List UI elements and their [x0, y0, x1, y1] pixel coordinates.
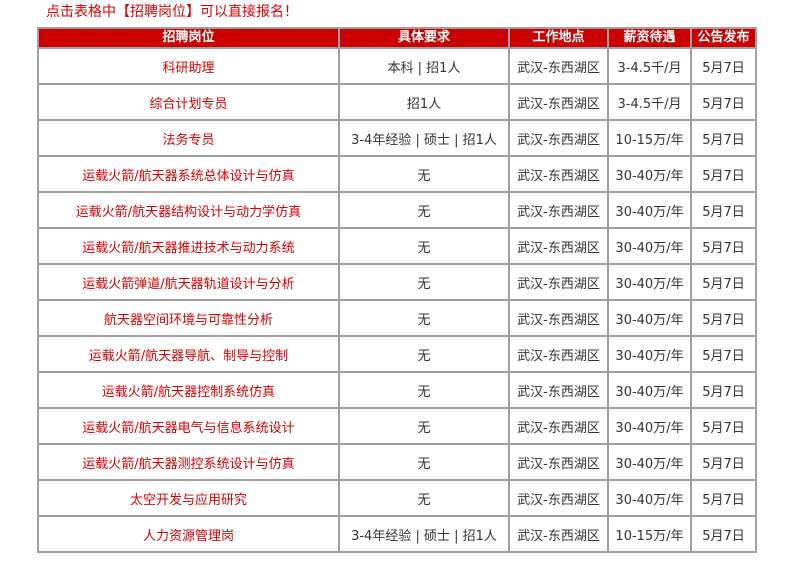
requirements-cell: 3-4年经验 | 硕士 | 招1人 [338, 515, 510, 553]
date-cell: 5月7日 [690, 227, 757, 265]
position-link[interactable]: 航天器空间环境与可靠性分析 [37, 299, 340, 337]
location-cell: 武汉-东西湖区 [508, 191, 609, 229]
salary-cell: 30-40万/年 [607, 335, 692, 373]
header-requirements: 具体要求 [338, 27, 510, 49]
requirements-cell: 无 [338, 155, 510, 193]
location-cell: 武汉-东西湖区 [508, 443, 609, 481]
table-row: 运载火箭/航天器电气与信息系统设计无武汉-东西湖区 30-40万/年 5月7日 [37, 407, 757, 445]
location-cell: 武汉-东西湖区 [508, 371, 609, 409]
location-cell: 武汉-东西湖区 [508, 263, 609, 301]
table-row: 人力资源管理岗 3-4年经验 | 硕士 | 招1人 武汉-东西湖区 10-15万/年 5… [37, 515, 757, 553]
table-row: 运载火箭/航天器控制系统仿真无武汉-东西湖区 30-40万/年 5月7日 [37, 371, 757, 409]
table-row: 太空开发与应用研究无武汉-东西湖区 30-40万/年 5月7日 [37, 479, 757, 517]
location-cell: 武汉-东西湖区 [508, 299, 609, 337]
table-row: 科研助理 本科 | 招1人 武汉-东西湖区 3-4.5千/月 5月7日 [37, 47, 757, 85]
requirements-cell: 招1人 [338, 83, 510, 121]
requirements-cell: 无 [338, 227, 510, 265]
requirements-cell: 无 [338, 335, 510, 373]
location-cell: 武汉-东西湖区 [508, 227, 609, 265]
position-link[interactable]: 法务专员 [37, 119, 340, 157]
table-row: 运载火箭/航天器测控系统设计与仿真无武汉-东西湖区 30-40万/年 5月7日 [37, 443, 757, 481]
position-link[interactable]: 运载火箭/航天器推进技术与动力系统 [37, 227, 340, 265]
requirements-cell: 无 [338, 191, 510, 229]
position-link[interactable]: 运载火箭/航天器电气与信息系统设计 [37, 407, 340, 445]
position-link[interactable]: 运载火箭/航天器结构设计与动力学仿真 [37, 191, 340, 229]
date-cell: 5月7日 [690, 47, 757, 85]
position-link[interactable]: 人力资源管理岗 [37, 515, 340, 553]
location-cell: 武汉-东西湖区 [508, 479, 609, 517]
salary-cell: 30-40万/年 [607, 263, 692, 301]
job-table: 招聘岗位 具体要求 工作地点 薪资待遇 公告发布 科研助理 本科 | 招1人 武汉-东西湖区… [37, 27, 757, 553]
requirements-cell: 无 [338, 443, 510, 481]
requirements-cell: 3-4年经验 | 硕士 | 招1人 [338, 119, 510, 157]
requirements-cell: 无 [338, 371, 510, 409]
position-link[interactable]: 运载火箭/航天器测控系统设计与仿真 [37, 443, 340, 481]
location-cell: 武汉-东西湖区 [508, 407, 609, 445]
date-cell: 5月7日 [690, 155, 757, 193]
salary-cell: 30-40万/年 [607, 155, 692, 193]
salary-cell: 30-40万/年 [607, 479, 692, 517]
position-link[interactable]: 运载火箭/航天器系统总体设计与仿真 [37, 155, 340, 193]
salary-cell: 30-40万/年 [607, 299, 692, 337]
position-link[interactable]: 运载火箭弹道/航天器轨道设计与分析 [37, 263, 340, 301]
date-cell: 5月7日 [690, 191, 757, 229]
header-position: 招聘岗位 [37, 27, 340, 49]
location-cell: 武汉-东西湖区 [508, 335, 609, 373]
position-link[interactable]: 太空开发与应用研究 [37, 479, 340, 517]
position-link[interactable]: 科研助理 [37, 47, 340, 85]
table-row: 运载火箭/航天器系统总体设计与仿真无武汉-东西湖区 30-40万/年 5月7日 [37, 155, 757, 193]
date-cell: 5月7日 [690, 515, 757, 553]
table-row: 运载火箭/航天器结构设计与动力学仿真无武汉-东西湖区 30-40万/年 5月7日 [37, 191, 757, 229]
requirements-cell: 无 [338, 407, 510, 445]
salary-cell: 30-40万/年 [607, 443, 692, 481]
position-link[interactable]: 综合计划专员 [37, 83, 340, 121]
table-header: 招聘岗位 具体要求 工作地点 薪资待遇 公告发布 [37, 27, 757, 49]
date-cell: 5月7日 [690, 479, 757, 517]
salary-cell: 30-40万/年 [607, 371, 692, 409]
position-link[interactable]: 运载火箭/航天器导航、制导与控制 [37, 335, 340, 373]
location-cell: 武汉-东西湖区 [508, 155, 609, 193]
date-cell: 5月7日 [690, 119, 757, 157]
table-row: 航天器空间环境与可靠性分析无武汉-东西湖区 30-40万/年 5月7日 [37, 299, 757, 337]
notice-text: 点击表格中【招聘岗位】可以直接报名！ [46, 4, 298, 20]
salary-cell: 30-40万/年 [607, 227, 692, 265]
requirements-cell: 无 [338, 263, 510, 301]
date-cell: 5月7日 [690, 299, 757, 337]
position-link[interactable]: 运载火箭/航天器控制系统仿真 [37, 371, 340, 409]
location-cell: 武汉-东西湖区 [508, 515, 609, 553]
date-cell: 5月7日 [690, 407, 757, 445]
header-location: 工作地点 [508, 27, 609, 49]
date-cell: 5月7日 [690, 83, 757, 121]
header-salary: 薪资待遇 [607, 27, 692, 49]
table-row: 法务专员 3-4年经验 | 硕士 | 招1人 武汉-东西湖区 10-15万/年 5月7日 [37, 119, 757, 157]
location-cell: 武汉-东西湖区 [508, 47, 609, 85]
salary-cell: 3-4.5千/月 [607, 83, 692, 121]
location-cell: 武汉-东西湖区 [508, 83, 609, 121]
table-row: 综合计划专员 招1人 武汉-东西湖区 3-4.5千/月 5月7日 [37, 83, 757, 121]
date-cell: 5月7日 [690, 443, 757, 481]
location-cell: 武汉-东西湖区 [508, 119, 609, 157]
table-row: 运载火箭/航天器推进技术与动力系统无武汉-东西湖区 30-40万/年 5月7日 [37, 227, 757, 265]
salary-cell: 10-15万/年 [607, 119, 692, 157]
date-cell: 5月7日 [690, 371, 757, 409]
salary-cell: 30-40万/年 [607, 407, 692, 445]
header-date: 公告发布 [690, 27, 757, 49]
date-cell: 5月7日 [690, 263, 757, 301]
table-row: 运载火箭/航天器导航、制导与控制无武汉-东西湖区 30-40万/年 5月7日 [37, 335, 757, 373]
salary-cell: 3-4.5千/月 [607, 47, 692, 85]
table-row: 运载火箭弹道/航天器轨道设计与分析无武汉-东西湖区 30-40万/年 5月7日 [37, 263, 757, 301]
salary-cell: 10-15万/年 [607, 515, 692, 553]
requirements-cell: 无 [338, 299, 510, 337]
date-cell: 5月7日 [690, 335, 757, 373]
requirements-cell: 无 [338, 479, 510, 517]
salary-cell: 30-40万/年 [607, 191, 692, 229]
requirements-cell: 本科 | 招1人 [338, 47, 510, 85]
